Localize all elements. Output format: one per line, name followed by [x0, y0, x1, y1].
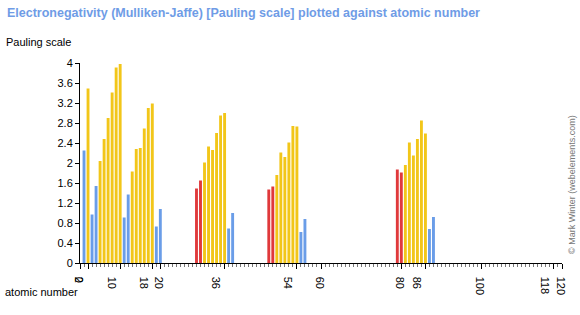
svg-text:118: 118 [539, 277, 551, 295]
svg-text:80: 80 [394, 277, 406, 289]
svg-text:100: 100 [474, 277, 486, 295]
svg-text:86: 86 [411, 277, 423, 289]
svg-text:60: 60 [314, 277, 326, 289]
svg-text:4: 4 [67, 57, 73, 69]
svg-text:2: 2 [73, 277, 85, 283]
svg-text:2.4: 2.4 [58, 137, 73, 149]
svg-text:0: 0 [67, 257, 73, 269]
svg-text:Electronegativity (Mulliken-Ja: Electronegativity (Mulliken-Jaffe) [Paul… [7, 6, 480, 20]
svg-text:54: 54 [282, 277, 294, 289]
svg-text:0.8: 0.8 [58, 217, 73, 229]
svg-text:atomic number: atomic number [5, 286, 78, 298]
svg-text:36: 36 [210, 277, 222, 289]
svg-text:1.2: 1.2 [58, 197, 73, 209]
svg-text:Pauling scale: Pauling scale [6, 36, 71, 48]
svg-text:0.4: 0.4 [58, 237, 73, 249]
svg-text:20: 20 [153, 277, 165, 289]
svg-text:120: 120 [555, 277, 567, 295]
svg-text:3.6: 3.6 [58, 77, 73, 89]
svg-text:2.8: 2.8 [58, 117, 73, 129]
svg-text:18: 18 [138, 277, 150, 289]
svg-text:2: 2 [67, 157, 73, 169]
svg-text:© Mark Winter (webelements.com: © Mark Winter (webelements.com) [567, 115, 577, 254]
svg-text:1.6: 1.6 [58, 177, 73, 189]
svg-text:0: 0 [73, 277, 85, 283]
svg-text:3.2: 3.2 [58, 97, 73, 109]
svg-text:10: 10 [106, 277, 118, 289]
